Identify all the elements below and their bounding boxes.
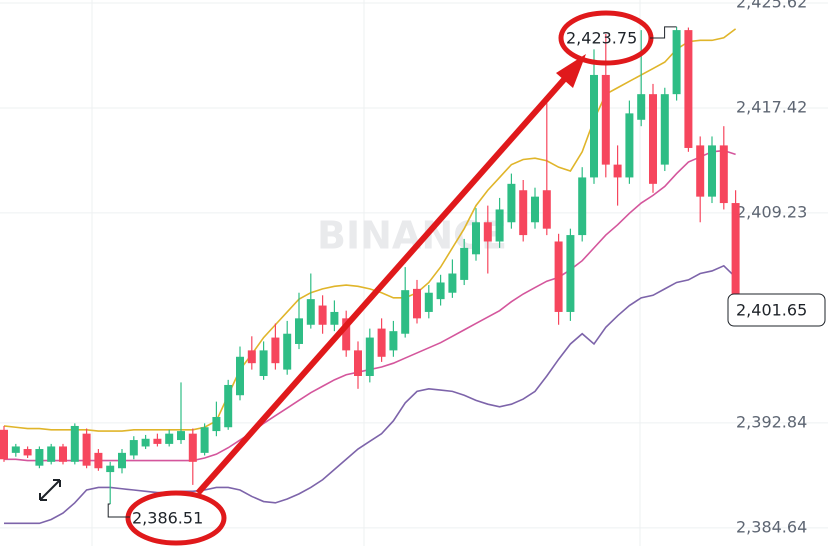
candle-body — [188, 433, 197, 462]
candle-body — [200, 427, 209, 453]
expand-icon[interactable] — [26, 466, 74, 514]
candle-body — [460, 247, 469, 280]
candle-body — [542, 190, 551, 229]
y-tick-label: 2,425.62 — [736, 0, 807, 11]
time-grid — [91, 0, 641, 546]
candle-body — [590, 74, 598, 178]
candle-body — [342, 318, 351, 351]
candle-body — [106, 465, 115, 473]
candle-body — [672, 30, 681, 95]
last-price-box — [727, 293, 826, 327]
candle-body — [436, 282, 445, 300]
candle-body — [94, 452, 103, 469]
candle-body — [247, 350, 256, 364]
arrow-head — [556, 54, 586, 88]
candle-body — [413, 288, 421, 319]
candle-body — [70, 425, 79, 462]
candle-body — [507, 183, 516, 223]
candle-body — [531, 196, 539, 223]
min-leader — [107, 503, 130, 518]
candle-body — [59, 446, 67, 462]
candle-body — [578, 177, 587, 236]
candle-body — [424, 292, 433, 312]
candle-body — [153, 438, 162, 444]
candle-body — [224, 384, 233, 428]
candle-body — [554, 241, 563, 312]
band-line — [4, 149, 736, 462]
candle-body — [731, 203, 740, 311]
y-tick-label: 2,392.84 — [736, 412, 807, 431]
candle-body — [177, 431, 185, 441]
candle-body — [141, 438, 150, 447]
candle-body — [708, 145, 716, 197]
candle-body — [212, 416, 221, 432]
candle-body — [259, 350, 268, 376]
candle-body — [566, 235, 575, 312]
y-tick-label: 2,417.42 — [736, 97, 807, 116]
candle-body — [129, 440, 138, 456]
candle-body — [236, 356, 244, 396]
y-tick-label: 2,384.64 — [736, 517, 807, 536]
candle-body — [613, 164, 622, 178]
candle-body — [637, 94, 646, 120]
candle-body — [47, 446, 56, 462]
candle-body — [23, 449, 32, 456]
candle-body — [684, 30, 693, 148]
candle-body — [519, 190, 528, 236]
candle-body — [11, 446, 20, 453]
candle-body — [318, 305, 327, 325]
min-label: 2,386.51 — [132, 509, 203, 528]
band-line — [3, 28, 737, 432]
candle-body — [118, 452, 126, 469]
candle-body — [625, 113, 634, 178]
icon-arrows — [39, 479, 61, 501]
candle-body — [283, 333, 292, 370]
arrow-shaft — [195, 73, 571, 495]
candle-body — [354, 350, 362, 376]
candle-body — [649, 94, 657, 184]
candle-body — [401, 290, 410, 334]
candle-body — [82, 433, 91, 466]
candle-body — [448, 273, 457, 293]
candle-body — [495, 209, 504, 242]
candle-body — [377, 328, 386, 357]
candle-body — [165, 433, 174, 444]
y-tick-label: 2,409.23 — [736, 202, 807, 221]
candle-body — [696, 145, 705, 197]
candle-body — [483, 222, 492, 242]
candle-body — [271, 337, 280, 364]
candle-body — [601, 74, 610, 165]
circle-min — [125, 490, 227, 546]
candle-body — [0, 429, 8, 460]
candle-body — [389, 331, 398, 351]
candle-body — [35, 449, 44, 466]
candle-body — [660, 94, 669, 165]
candle-body — [306, 299, 315, 325]
candle-body — [472, 222, 480, 255]
last-price-label: 2,401.65 — [736, 301, 807, 320]
max-leader — [650, 26, 677, 39]
candle-body — [365, 337, 374, 376]
max-label: 2,423.75 — [566, 29, 637, 48]
candle-body — [719, 145, 728, 204]
band-line — [4, 264, 737, 525]
candle-body — [295, 318, 303, 344]
candle-body — [330, 311, 339, 325]
